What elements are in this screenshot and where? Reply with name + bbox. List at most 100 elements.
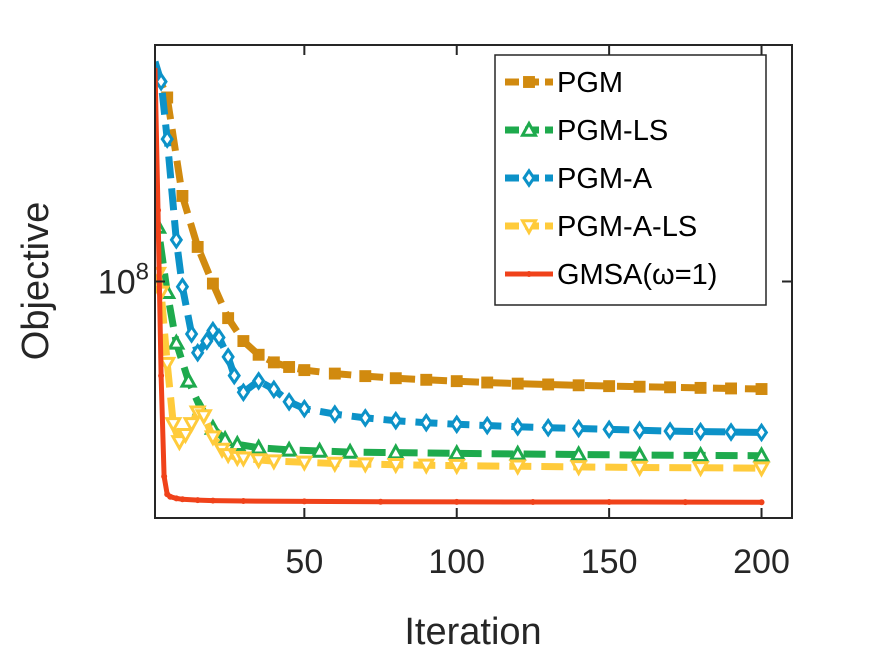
- series-line-pgm-a: [155, 60, 762, 436]
- series-pgm-a: [155, 60, 769, 443]
- legend-box: [494, 54, 767, 306]
- y-axis-title: Objective: [15, 202, 57, 360]
- data-point-gmsa-1: [209, 497, 216, 504]
- legend-marker-gmsa-1: [526, 271, 532, 277]
- data-point-pgm-a: [602, 419, 616, 440]
- data-point-pgm-a-ls: [447, 458, 466, 476]
- data-point-pgm-ls: [228, 434, 247, 451]
- data-point-pgm-a-ls: [158, 356, 177, 374]
- data-point-pgm-a: [155, 71, 168, 92]
- data-point-pgm-a-ls: [176, 428, 195, 445]
- data-point-pgm-ls: [310, 441, 329, 458]
- data-point-pgm: [664, 381, 677, 394]
- data-point-pgm-a-ls: [691, 461, 710, 478]
- legend-label-pgm-a-ls: PGM-A-LS: [557, 211, 697, 243]
- data-point-pgm-a-ls: [508, 459, 527, 476]
- legend-marker-pgm-ls: [519, 120, 539, 137]
- data-point-pgm-a-ls: [417, 458, 436, 475]
- data-point-pgm: [359, 370, 372, 383]
- legend-marker-pgm: [523, 76, 535, 88]
- data-point-pgm-a-ls: [295, 455, 314, 472]
- data-point-pgm-ls: [569, 444, 588, 462]
- data-point-pgm-a-ls: [182, 417, 201, 434]
- data-point-pgm-ls: [179, 371, 198, 388]
- data-point-pgm: [542, 378, 555, 391]
- data-point-pgm-a-ls: [325, 456, 344, 474]
- data-point-pgm-ls: [508, 444, 527, 461]
- legend-label-pgm-a: PGM-A: [557, 163, 653, 195]
- data-point-pgm-a-ls: [194, 409, 213, 426]
- data-point-pgm-ls: [341, 442, 360, 459]
- data-point-pgm-a: [724, 422, 738, 442]
- series-line-gmsa-1: [155, 67, 762, 505]
- data-point-pgm: [450, 375, 463, 388]
- data-point-pgm-a: [227, 365, 241, 386]
- data-point-pgm: [252, 348, 265, 361]
- data-point-pgm-a: [389, 410, 403, 431]
- data-point-pgm-ls: [752, 446, 771, 463]
- data-point-pgm-a: [251, 371, 266, 391]
- data-point-pgm: [176, 190, 189, 202]
- data-point-pgm: [389, 372, 402, 385]
- data-point-pgm: [267, 356, 280, 369]
- x-tick-label: 200: [733, 543, 790, 581]
- data-point-pgm: [572, 379, 585, 392]
- data-point-pgm: [298, 364, 311, 377]
- series-pgm: [155, 66, 768, 395]
- data-point-pgm: [755, 383, 768, 395]
- y-tick-label: 108: [98, 259, 149, 302]
- data-point-pgm-a: [184, 324, 199, 344]
- data-point-pgm-a-ls: [164, 417, 183, 434]
- data-point-pgm-a-ls: [234, 451, 253, 468]
- data-point-gmsa-1: [301, 498, 308, 505]
- data-point-pgm-a-ls: [386, 458, 405, 475]
- x-tick-label: 50: [285, 543, 323, 581]
- data-point-pgm-a: [236, 382, 251, 403]
- series-layer: [155, 60, 771, 506]
- x-tick-label: 100: [428, 543, 485, 581]
- data-point-pgm: [206, 277, 219, 290]
- data-point-pgm-a-ls: [569, 460, 588, 477]
- legend-label-pgm: PGM: [557, 67, 623, 99]
- data-point-pgm-a: [212, 327, 226, 348]
- data-point-pgm: [237, 335, 250, 348]
- data-point-gmsa-1: [155, 207, 162, 214]
- x-tick-label: 150: [581, 543, 638, 581]
- data-point-gmsa-1: [758, 499, 765, 506]
- data-point-pgm-a: [221, 347, 235, 367]
- data-point-pgm-a: [541, 417, 555, 438]
- legend-marker-pgm-a-ls: [519, 219, 539, 236]
- data-point-pgm-a: [754, 422, 769, 443]
- data-point-gmsa-1: [377, 498, 384, 505]
- data-point-pgm-ls: [691, 445, 710, 463]
- data-point-pgm-a: [328, 404, 342, 424]
- data-point-gmsa-1: [606, 499, 613, 506]
- data-point-pgm: [481, 376, 494, 389]
- data-point-pgm-a: [200, 331, 214, 351]
- data-point-pgm-a: [169, 230, 184, 250]
- data-point-pgm-a: [450, 414, 464, 435]
- data-point-pgm: [191, 240, 204, 253]
- data-point-pgm: [694, 381, 707, 394]
- data-point-pgm-ls: [386, 443, 405, 460]
- data-point-pgm: [283, 361, 296, 373]
- data-point-gmsa-1: [194, 497, 201, 504]
- data-point-pgm-ls: [447, 443, 466, 461]
- data-point-gmsa-1: [173, 495, 180, 502]
- legend: PGM PGM-LS PGM-A PGM-A-LS GMSA(ω=1): [494, 54, 767, 306]
- data-point-pgm: [633, 380, 646, 393]
- data-point-gmsa-1: [179, 496, 186, 503]
- data-point-pgm-a-ls: [630, 460, 649, 478]
- legend-marker-pgm-a: [522, 168, 536, 188]
- data-point-gmsa-1: [158, 372, 165, 379]
- data-point-pgm: [222, 312, 235, 325]
- data-point-pgm-a-ls: [203, 430, 222, 447]
- data-point-gmsa-1: [240, 497, 247, 504]
- data-point-pgm-a: [297, 398, 312, 419]
- tick-layer: 50 100 150 200 108: [98, 45, 792, 581]
- data-point-pgm: [725, 382, 737, 395]
- data-point-pgm-a: [571, 418, 586, 439]
- data-point-pgm-a: [632, 420, 647, 441]
- data-point-pgm-a-ls: [170, 435, 189, 452]
